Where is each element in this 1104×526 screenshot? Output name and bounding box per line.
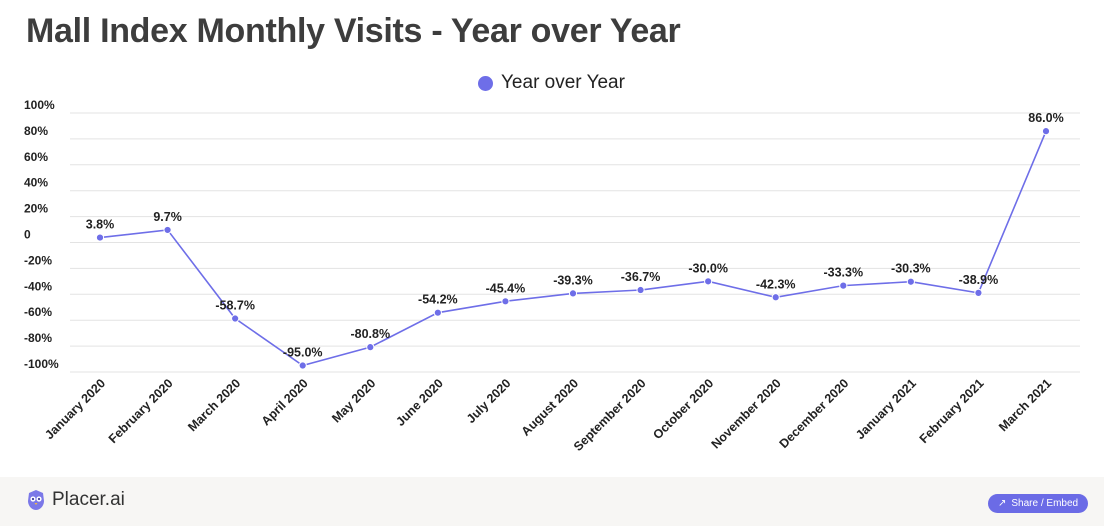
- share-embed-label: Share / Embed: [1011, 498, 1079, 509]
- data-label: -30.0%: [688, 261, 728, 275]
- y-tick-label: 80%: [24, 124, 48, 138]
- y-tick-label: 100%: [24, 98, 55, 112]
- data-point: [433, 308, 442, 317]
- data-label: -80.8%: [350, 327, 390, 341]
- share-icon: ↗: [998, 497, 1007, 509]
- x-tick-label: October 2020: [650, 376, 716, 442]
- data-point: [568, 289, 578, 298]
- x-tick-label: August 2020: [519, 376, 581, 438]
- data-point: [974, 288, 983, 297]
- y-tick-label: -60%: [24, 305, 52, 319]
- data-label: -42.3%: [756, 277, 796, 291]
- y-tick-label: -40%: [24, 279, 52, 293]
- x-tick-label: March 2021: [996, 376, 1054, 434]
- x-tick-label: May 2020: [329, 376, 378, 425]
- data-label: -39.3%: [553, 273, 593, 287]
- data-label: 86.0%: [1028, 111, 1063, 125]
- x-tick-label: February 2021: [917, 376, 987, 446]
- y-tick-label: -100%: [24, 357, 59, 371]
- data-label: -45.4%: [486, 281, 526, 295]
- x-tick-label: January 2020: [42, 376, 108, 442]
- y-tick-label: 20%: [24, 202, 48, 216]
- placer-owl-logo-icon: [28, 490, 44, 510]
- y-tick-label: -20%: [24, 253, 52, 267]
- x-tick-label: April 2020: [259, 376, 311, 428]
- data-label: -95.0%: [283, 346, 323, 360]
- data-label: -36.7%: [621, 270, 661, 284]
- line-chart: 100% 80% 60% 40% 20% 0 -20% -40% -60% -80% -100% Ja…: [24, 98, 1080, 454]
- series-line: [99, 130, 1047, 367]
- y-tick-label: -80%: [24, 331, 52, 345]
- data-label: -58.7%: [215, 299, 255, 313]
- footer-bar: Placer.ai ↗ Share / Embed: [0, 477, 1104, 526]
- data-point: [298, 361, 307, 370]
- x-tick-label: December 2020: [777, 376, 852, 451]
- chart-legend[interactable]: Year over Year: [478, 72, 625, 94]
- data-label: -33.3%: [823, 266, 863, 280]
- data-label: -30.3%: [891, 262, 931, 276]
- data-label: 9.7%: [153, 210, 182, 224]
- data-point: [704, 277, 713, 286]
- legend-marker-icon: [478, 75, 493, 91]
- x-tick-label: November 2020: [709, 376, 784, 451]
- data-point: [231, 314, 240, 323]
- x-tick-label: June 2020: [393, 376, 446, 429]
- brand[interactable]: Placer.ai: [26, 489, 125, 511]
- x-tick-label: March 2020: [185, 376, 243, 434]
- data-point: [95, 233, 105, 242]
- brand-name: Placer.ai: [52, 489, 125, 510]
- legend-label: Year over Year: [501, 72, 625, 93]
- data-point: [839, 281, 848, 290]
- share-embed-button[interactable]: ↗ Share / Embed: [988, 494, 1089, 513]
- data-label: 3.8%: [86, 218, 115, 232]
- data-point: [1041, 127, 1051, 136]
- data-point: [501, 297, 510, 306]
- chart-title: Mall Index Monthly Visits - Year over Ye…: [26, 12, 681, 50]
- y-tick-label: 0: [24, 228, 31, 242]
- x-tick-label: February 2020: [106, 376, 176, 446]
- x-tick-label: January 2021: [853, 376, 919, 442]
- data-label: -38.9%: [959, 273, 999, 287]
- data-label: -54.2%: [418, 293, 458, 307]
- y-tick-label: 40%: [24, 176, 48, 190]
- data-point: [771, 293, 780, 302]
- data-point: [906, 277, 915, 286]
- data-point: [636, 285, 645, 295]
- x-tick-label: September 2020: [571, 376, 649, 454]
- data-point: [163, 225, 172, 235]
- x-tick-label: July 2020: [464, 376, 514, 426]
- y-tick-label: 60%: [24, 150, 48, 164]
- data-point: [366, 343, 375, 352]
